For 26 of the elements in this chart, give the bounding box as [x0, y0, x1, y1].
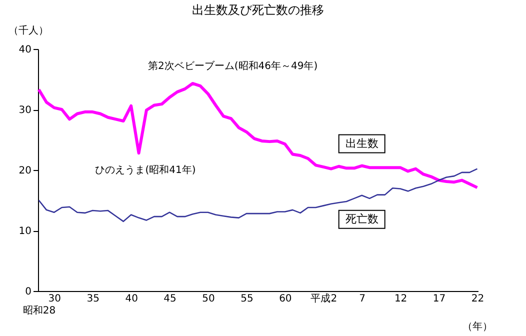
- y-tick-label: 10: [18, 226, 32, 237]
- x-tick-label: 45: [164, 294, 176, 304]
- y-tick-label: 20: [18, 166, 32, 176]
- x-tick-label: 60: [279, 294, 292, 304]
- x-tick-label: 17: [432, 294, 446, 304]
- x-tick-label: 12: [394, 294, 408, 304]
- chart-title: 出生数及び死亡数の推移: [192, 3, 324, 17]
- y-tick-label: 40: [18, 44, 32, 56]
- x-tick-label: 昭和28: [22, 304, 56, 316]
- x-tick-label: 40: [125, 294, 138, 304]
- x-tick-label: 50: [202, 294, 215, 304]
- x-tick-label: 22: [471, 294, 484, 304]
- annotation: ひのえうま(昭和41年): [95, 164, 196, 176]
- x-tick-label: 平成2: [310, 292, 338, 304]
- series-label: 死亡数: [345, 212, 378, 226]
- series-label: 出生数: [345, 136, 378, 150]
- x-tick-label: 35: [86, 294, 100, 304]
- y-tick-label: 0: [25, 286, 32, 298]
- y-tick-label: 30: [18, 105, 32, 116]
- annotation: 第2次ベビーブーム(昭和46年～49年): [148, 60, 318, 72]
- x-tick-label: 7: [359, 294, 366, 304]
- x-axis-title: （年）: [462, 320, 492, 332]
- x-tick-label: 30: [48, 294, 62, 304]
- x-tick-label: 55: [240, 294, 254, 304]
- line-series: [37, 82, 479, 190]
- y-axis-title: （千人）: [8, 24, 48, 36]
